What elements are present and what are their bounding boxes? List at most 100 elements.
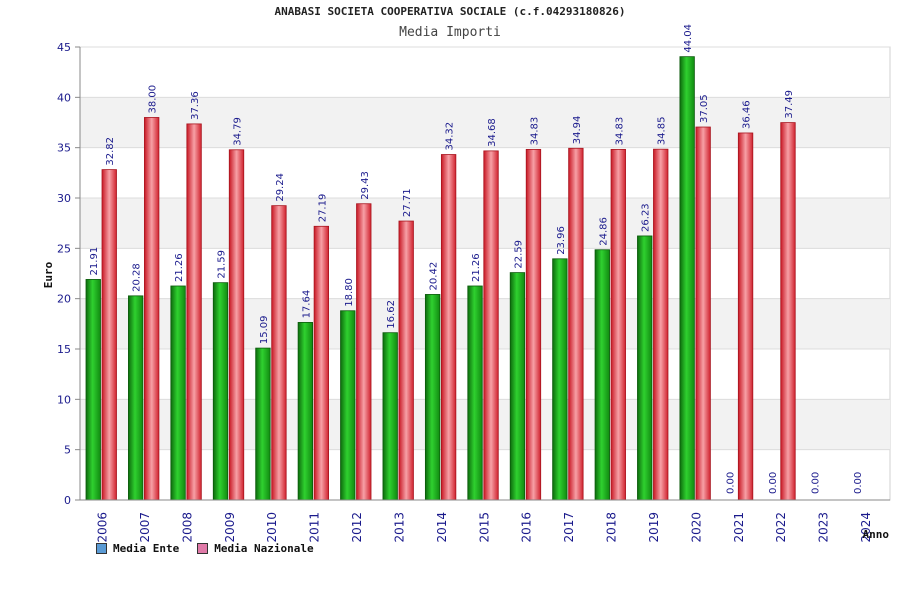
- x-axis-label: Anno: [863, 528, 890, 541]
- bar-media-nazionale-2015: [483, 150, 499, 501]
- x-tick-label: 2011: [308, 512, 322, 543]
- bar-media-nazionale-2014: [440, 154, 457, 501]
- y-tick-label: 35: [57, 142, 71, 155]
- bar-media-ente-2010: [255, 347, 271, 501]
- data-label-media-ente-2016: 22.59: [513, 240, 524, 269]
- data-label-media-nazionale-2006: 32.82: [105, 137, 116, 166]
- bar-media-ente-2017: [552, 258, 568, 501]
- bar-media-nazionale-2006: [101, 169, 117, 501]
- bar-media-nazionale-2012: [356, 203, 372, 501]
- bar-media-nazionale-2010: [271, 205, 287, 501]
- y-tick-label: 5: [64, 444, 71, 457]
- data-label-media-nazionale-2021: 36.46: [742, 100, 753, 129]
- x-tick-label: 2008: [180, 512, 194, 543]
- x-tick-label: 2010: [265, 512, 279, 543]
- data-label-media-nazionale-2018: 34.83: [614, 117, 625, 146]
- data-label-media-ente-2013: 16.62: [386, 300, 397, 329]
- data-label-media-ente-2018: 24.86: [598, 217, 609, 246]
- x-tick-label: 2016: [520, 512, 534, 543]
- y-tick-label: 10: [57, 393, 71, 406]
- bar-media-ente-2020: [679, 56, 695, 501]
- x-tick-label: 2013: [392, 512, 406, 543]
- bar-media-ente-2013: [382, 332, 398, 501]
- bar-media-ente-2014: [424, 294, 441, 501]
- legend-item-media-nazionale: Media Nazionale: [197, 542, 314, 555]
- bar-media-ente-2011: [297, 322, 314, 501]
- data-label-media-nazionale-2007: 38.00: [148, 85, 159, 114]
- data-label-media-ente-2010: 15.09: [259, 315, 270, 344]
- y-tick-label: 40: [57, 91, 71, 104]
- x-tick-label: 2018: [605, 512, 619, 543]
- legend-label-media-nazionale: Media Nazionale: [214, 542, 314, 555]
- bar-media-nazionale-2019: [653, 148, 669, 501]
- data-label-media-nazionale-2020: 37.05: [699, 94, 710, 123]
- grid-band: [80, 97, 890, 148]
- legend-label-media-ente: Media Ente: [113, 542, 180, 555]
- data-label-media-nazionale-2014: 34.32: [445, 122, 456, 151]
- bar-media-nazionale-2011: [313, 225, 330, 501]
- data-label-media-ente-2017: 23.96: [556, 226, 567, 255]
- x-tick-label: 2014: [435, 512, 449, 543]
- y-axis-label: Euro: [42, 261, 55, 288]
- y-tick-label: 45: [57, 41, 71, 54]
- data-label-media-nazionale-2010: 29.24: [275, 173, 286, 202]
- y-tick-label: 15: [57, 343, 71, 356]
- data-label-media-ente-2023: 0.00: [810, 472, 821, 494]
- bar-media-ente-2016: [509, 272, 526, 501]
- bar-media-nazionale-2013: [398, 220, 414, 501]
- y-tick-label: 0: [64, 494, 71, 507]
- chart-title: ANABASI SOCIETA COOPERATIVA SOCIALE (c.f…: [274, 5, 626, 18]
- data-label-media-ente-2024: 0.00: [853, 472, 864, 494]
- bar-media-nazionale-2016: [525, 148, 542, 501]
- x-tick-label: 2017: [562, 512, 576, 543]
- x-tick-label: 2019: [647, 512, 661, 543]
- legend: Media Ente Media Nazionale: [96, 542, 314, 555]
- bar-media-nazionale-2022: [780, 122, 796, 501]
- x-tick-label: 2015: [477, 512, 491, 543]
- bars: 21.91 32.82 20.28 38.00 21.26 37.36 21.59 34.79…: [85, 24, 864, 501]
- bar-media-ente-2007: [128, 295, 144, 501]
- bar-media-nazionale-2021: [737, 132, 754, 501]
- x-tick-label: 2023: [817, 512, 831, 543]
- x-tick-label: 2024: [859, 512, 873, 543]
- data-label-media-ente-2008: 21.26: [174, 253, 185, 282]
- bar-media-nazionale-2009: [228, 149, 245, 501]
- data-label-media-ente-2006: 21.91: [89, 247, 100, 276]
- bar-media-ente-2015: [467, 285, 483, 501]
- y-tick-label: 20: [57, 293, 71, 306]
- chart-subtitle: Media Importi: [399, 25, 501, 40]
- x-tick-label: 2007: [138, 512, 152, 543]
- x-tick-label: 2020: [689, 512, 703, 543]
- x-tick-label: 2021: [732, 512, 746, 543]
- x-axis-ticks: 2006 2007 2008 2009 2010 2011 2012 2013 2014 2015…: [96, 512, 874, 543]
- bar-media-nazionale-2017: [568, 147, 584, 501]
- data-label-media-ente-2014: 20.42: [429, 262, 440, 291]
- data-label-media-ente-2015: 21.26: [471, 253, 482, 282]
- data-label-media-ente-2020: 44.04: [683, 24, 694, 53]
- bar-media-ente-2019: [637, 235, 653, 501]
- x-tick-label: 2022: [774, 512, 788, 543]
- bar-media-ente-2009: [212, 282, 229, 501]
- y-tick-label: 25: [57, 242, 71, 255]
- x-tick-label: 2012: [350, 512, 364, 543]
- bar-media-nazionale-2018: [610, 148, 626, 501]
- data-label-media-ente-2021: 0.00: [726, 472, 737, 494]
- legend-swatch-media-ente: [96, 543, 107, 554]
- data-label-media-nazionale-2016: 34.83: [529, 117, 540, 146]
- bar-media-ente-2018: [594, 249, 610, 501]
- data-label-media-ente-2007: 20.28: [132, 263, 143, 292]
- bar-media-nazionale-2020: [695, 126, 711, 501]
- bar-media-nazionale-2008: [186, 123, 202, 501]
- data-label-media-nazionale-2017: 34.94: [572, 116, 583, 145]
- data-label-media-nazionale-2013: 27.71: [402, 188, 413, 217]
- data-label-media-nazionale-2012: 29.43: [360, 171, 371, 200]
- y-axis-ticks: 0 5 10 15 20 25 30 35 40 45: [57, 41, 890, 507]
- legend-swatch-media-nazionale: [197, 543, 209, 554]
- x-tick-label: 2009: [223, 512, 237, 543]
- legend-item-media-ente: Media Ente: [96, 542, 179, 555]
- bar-media-nazionale-2007: [144, 117, 160, 501]
- data-label-media-nazionale-2009: 34.79: [233, 117, 244, 146]
- x-tick-label: 2006: [96, 512, 110, 543]
- data-label-media-ente-2012: 18.80: [344, 278, 355, 307]
